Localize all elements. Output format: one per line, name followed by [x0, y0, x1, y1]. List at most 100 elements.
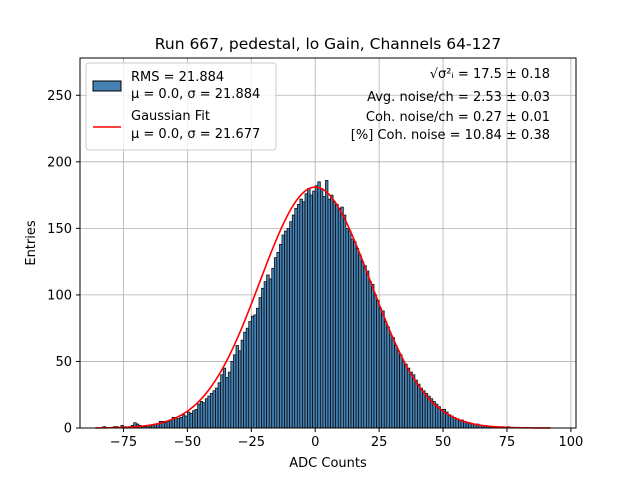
histogram-bar [286, 228, 290, 429]
histogram-bar [368, 281, 372, 429]
histogram-bar [273, 257, 278, 429]
histogram-bar [225, 377, 229, 429]
histogram-bar [327, 198, 331, 429]
histogram-bar [302, 201, 306, 429]
histogram-bar [189, 413, 193, 429]
histogram-bar [458, 419, 462, 429]
annotation-sqrt-value: = 17.5 ± 0.18 [454, 67, 550, 82]
histogram-bar [401, 361, 406, 429]
x-axis-ticks: −75 −50 −25 0 25 50 75 100 [110, 428, 583, 450]
y-tick-label: 150 [47, 222, 72, 237]
histogram-bar [294, 208, 298, 429]
y-tick-label: 50 [55, 355, 72, 370]
histogram-bar [243, 331, 247, 429]
histogram-bar [409, 371, 413, 429]
annotation-avg-noise: Avg. noise/ch = 2.53 ± 0.03 [367, 90, 550, 105]
histogram-bar [373, 294, 377, 429]
histogram-bar [227, 371, 232, 429]
histogram-bar [164, 422, 168, 429]
histogram-bar [330, 194, 334, 429]
histogram-bar [233, 354, 237, 429]
histogram-bar [304, 193, 308, 429]
histogram-bar [248, 321, 252, 429]
legend: RMS = 21.884 μ = 0.0, σ = 21.884 Gaussia… [85, 62, 277, 151]
histogram-bar [276, 251, 280, 429]
noise-annotations: √σ²ᵢ = 17.5 ± 0.18 Avg. noise/ch = 2.53 … [351, 67, 550, 143]
x-tick-label: −50 [174, 435, 201, 450]
annotation-coh-noise: Coh. noise/ch = 0.27 ± 0.01 [366, 110, 550, 125]
histogram-bar [207, 395, 211, 429]
x-tick-label: 0 [311, 435, 319, 450]
histogram-bar [169, 419, 173, 429]
histogram-bars [102, 180, 510, 429]
histogram-bar [307, 188, 311, 429]
histogram-bar [199, 401, 204, 429]
y-tick-label: 100 [47, 288, 72, 303]
histogram-bar [271, 267, 275, 429]
legend-histogram-label: RMS = 21.884 [131, 70, 224, 85]
histogram-bar [345, 228, 349, 429]
histogram-bar [366, 270, 370, 429]
annotation-pct-coh-noise: [%] Coh. noise = 10.84 ± 0.38 [351, 128, 550, 143]
histogram-bar [337, 208, 342, 429]
histogram-bar [447, 414, 452, 429]
histogram-bar [299, 198, 303, 429]
x-tick-label: −25 [238, 435, 265, 450]
histogram-bar [325, 180, 329, 429]
annotation-sqrt-sigma: √σ²ᵢ = 17.5 ± 0.18 [430, 67, 550, 82]
histogram-bar [386, 326, 390, 429]
histogram-bar [363, 265, 367, 429]
histogram-bar [394, 345, 398, 429]
gaussian-fit-line [95, 186, 551, 429]
histogram-bar [376, 299, 380, 429]
histogram-bar [279, 243, 283, 429]
histogram-bar [406, 367, 411, 429]
histogram-bar [383, 321, 388, 429]
histogram-bar [389, 334, 393, 429]
histogram-bar [322, 196, 326, 429]
histogram-bar [194, 409, 198, 429]
histogram-bar [355, 247, 360, 429]
annotation-sqrt-symbol: √σ²ᵢ [430, 67, 454, 82]
histogram-bar [340, 206, 344, 429]
histogram-bar [342, 214, 347, 429]
grid-lines [80, 58, 576, 429]
histogram-bar [378, 307, 383, 429]
histogram-bar [250, 315, 255, 429]
histogram-bar [268, 278, 273, 429]
histogram-bar [396, 350, 400, 429]
histogram-bar [358, 254, 362, 429]
y-axis-label: Entries [24, 220, 39, 266]
histogram-bar [319, 188, 324, 429]
histogram-bar [422, 390, 426, 429]
histogram-bar [371, 283, 375, 429]
histogram-bar [350, 238, 354, 429]
histogram-bar [414, 379, 418, 429]
histogram-bar [281, 234, 285, 429]
histogram-bar [291, 214, 296, 429]
x-tick-label: 50 [435, 435, 452, 450]
histogram-bar [176, 418, 181, 429]
histogram-bar [332, 201, 337, 429]
histogram-bar [261, 287, 265, 429]
histogram-bar [212, 390, 216, 429]
legend-fit-stats: μ = 0.0, σ = 21.677 [131, 127, 260, 142]
histogram-bar [391, 337, 395, 429]
x-axis-label: ADC Counts [289, 456, 367, 471]
histogram-bar [399, 354, 403, 429]
histogram-bar [314, 185, 319, 429]
histogram-bar [381, 310, 385, 429]
chart-title: Run 667, pedestal, lo Gain, Channels 64-… [155, 35, 501, 53]
histogram-bar [289, 221, 293, 429]
histogram-bar [235, 345, 239, 429]
histogram-bar [240, 339, 244, 429]
histogram-bar [284, 230, 288, 429]
histogram-bar [210, 393, 214, 429]
y-tick-label: 0 [64, 422, 72, 437]
y-tick-label: 200 [47, 155, 72, 170]
histogram-bar [215, 387, 219, 429]
histogram-bar [424, 393, 429, 429]
histogram-bar [309, 194, 314, 429]
histogram-bar [197, 403, 201, 429]
